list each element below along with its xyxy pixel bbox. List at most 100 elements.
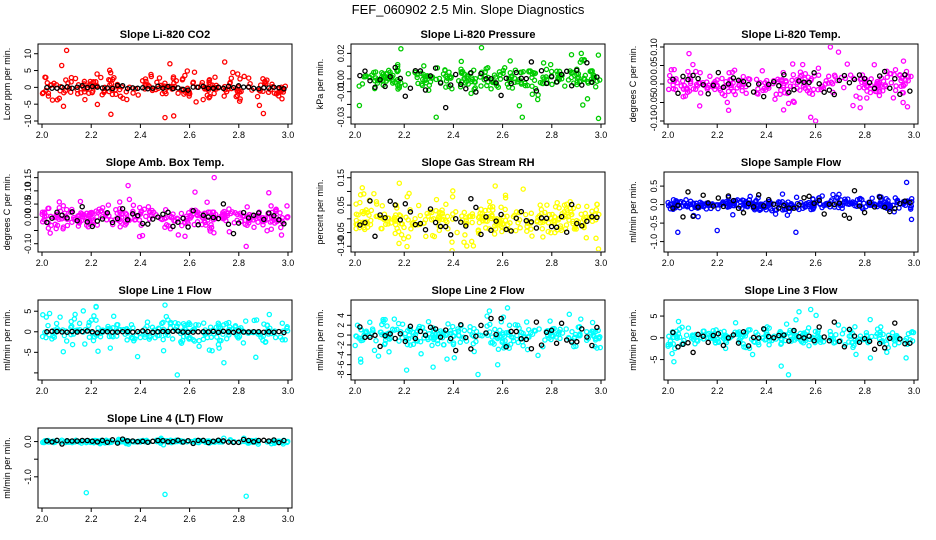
- scatter-point: [535, 352, 541, 359]
- reference-point: [230, 439, 237, 446]
- scatter-point: [680, 93, 686, 100]
- scatter-point: [374, 77, 381, 84]
- scatter-point: [484, 323, 490, 329]
- reference-point: [801, 194, 807, 201]
- panel-title: Slope Amb. Box Temp.: [106, 157, 225, 169]
- scatter-point: [697, 69, 703, 76]
- reference-point: [533, 225, 540, 231]
- reference-point: [463, 334, 469, 341]
- scatter-point: [502, 192, 509, 198]
- reference-point: [210, 214, 217, 221]
- reference-point: [104, 439, 111, 445]
- scatter-point: [130, 202, 137, 209]
- reference-point: [452, 71, 459, 78]
- scatter-point: [226, 324, 233, 330]
- reference-point: [680, 341, 686, 348]
- figure-title: FEF_060902 2.5 Min. Slope Diagnostics: [351, 2, 585, 17]
- reference-point: [503, 75, 509, 82]
- scatter-point: [542, 209, 548, 216]
- scatter-point: [443, 84, 449, 90]
- scatter-point: [740, 73, 747, 80]
- scatter-point: [141, 206, 148, 213]
- scatter-point: [240, 340, 247, 346]
- scatter-point: [685, 325, 692, 331]
- scatter-point: [184, 218, 191, 224]
- scatter-point: [538, 206, 545, 213]
- scatter-point: [534, 218, 541, 224]
- scatter-point: [857, 76, 864, 83]
- scatter-point: [887, 203, 894, 210]
- y-tick-label: 0.00: [649, 75, 659, 93]
- reference-point: [160, 328, 166, 335]
- scatter-point: [361, 191, 367, 197]
- scatter-point: [358, 359, 364, 365]
- scatter-point: [409, 221, 416, 227]
- scatter-point: [569, 328, 575, 335]
- reference-point: [392, 335, 398, 342]
- reference-point: [483, 214, 489, 220]
- scatter-point: [675, 318, 682, 325]
- scatter-point: [569, 211, 575, 218]
- y-tick-label: 2: [336, 323, 346, 328]
- reference-point: [685, 76, 691, 83]
- outlier-point: [785, 372, 792, 378]
- scatter-point: [382, 340, 388, 347]
- reference-point: [553, 79, 560, 85]
- scatter-point: [577, 332, 583, 339]
- scatter-point: [191, 338, 198, 344]
- scatter-point: [163, 90, 169, 97]
- scatter-point: [383, 70, 390, 77]
- plot-frame: [663, 299, 919, 381]
- scatter-point: [80, 308, 87, 314]
- scatter-point: [788, 201, 795, 207]
- reference-point: [755, 192, 762, 198]
- scatter-point: [278, 232, 285, 238]
- scatter-point: [212, 74, 218, 80]
- reference-point: [362, 219, 368, 226]
- scatter-point: [380, 318, 387, 325]
- scatter-point: [877, 200, 883, 206]
- scatter-point: [383, 78, 390, 84]
- scatter-point: [71, 316, 78, 322]
- reference-point: [362, 68, 368, 74]
- reference-point: [432, 326, 439, 332]
- scatter-point: [522, 80, 528, 86]
- x-tick-label: 2.6: [809, 130, 822, 140]
- reference-point: [109, 219, 116, 226]
- plot-frame: [350, 43, 606, 125]
- scatter-point: [193, 99, 199, 105]
- scatter-point: [715, 205, 721, 212]
- reference-point: [397, 75, 404, 82]
- reference-point: [200, 437, 207, 444]
- scatter-point: [241, 73, 247, 80]
- reference-point: [155, 83, 161, 90]
- scatter-point: [707, 73, 713, 80]
- reference-point: [155, 328, 161, 335]
- panel-title: Slope Li-820 Pressure: [421, 29, 536, 41]
- reference-point: [437, 223, 444, 230]
- scatter-point: [230, 69, 236, 76]
- y-axis-label: ml/min per min.: [315, 309, 325, 371]
- y-axis-label: degrees C per min.: [628, 46, 638, 123]
- scatter-point: [147, 209, 153, 215]
- reference-point: [710, 203, 717, 209]
- scatter-point: [429, 332, 436, 338]
- scatter-point: [398, 231, 405, 238]
- reference-point: [690, 213, 696, 220]
- scatter-point: [540, 234, 546, 240]
- reference-point: [99, 216, 106, 222]
- reference-point: [771, 201, 777, 207]
- reference-point: [59, 441, 65, 447]
- scatter-point: [56, 199, 63, 205]
- scatter-point: [731, 202, 737, 209]
- scatter-point: [215, 320, 222, 326]
- scatter-point: [479, 333, 485, 339]
- scatter-point: [468, 238, 475, 245]
- scatter-point: [472, 75, 479, 82]
- scatter-point: [169, 336, 176, 342]
- scatter-point: [74, 91, 81, 97]
- reference-point: [134, 328, 141, 335]
- scatter-point: [874, 203, 881, 210]
- y-axis-label: ml/min per min.: [2, 309, 12, 371]
- reference-point: [124, 328, 131, 335]
